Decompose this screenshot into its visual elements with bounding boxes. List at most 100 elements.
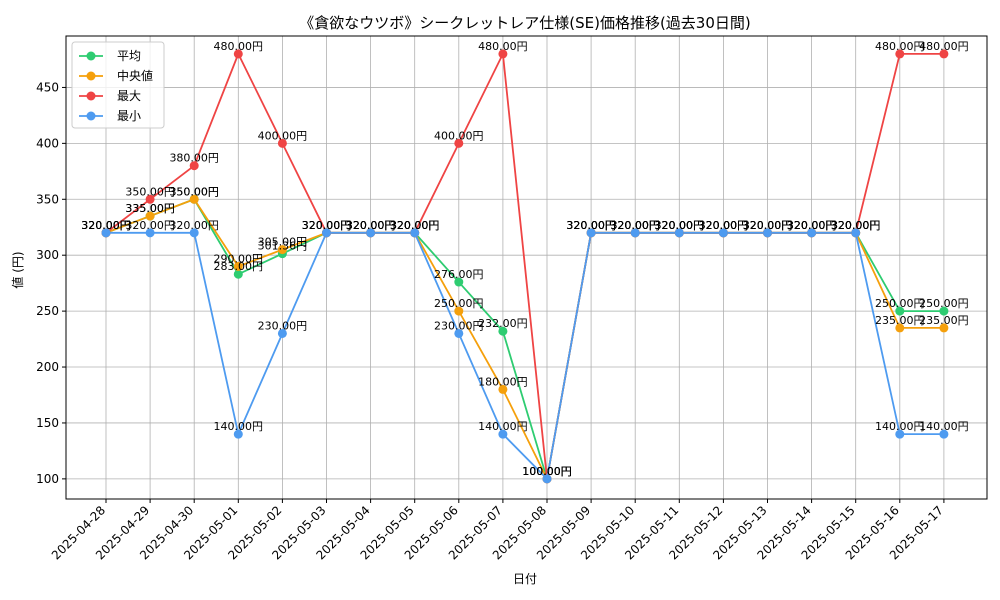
y-axis-ticks: 100 150 200 250 300 350 400 450 (36, 80, 66, 486)
data-label: 320.00円 (302, 219, 352, 232)
data-label: 320.00円 (346, 219, 396, 232)
data-label: 100.00円 (522, 465, 572, 478)
data-point (277, 138, 287, 148)
data-labels: 320.00円 335.00円 350.00円 283.00円 301.36円 320.0… (81, 40, 968, 478)
data-point (454, 328, 464, 338)
data-point (763, 228, 772, 238)
data-label: 320.00円 (831, 219, 881, 232)
data-label: 320.00円 (566, 219, 616, 232)
data-label: 320.00円 (831, 219, 881, 232)
data-label: 320.00円 (699, 219, 749, 232)
data-label: 320.00円 (81, 219, 131, 232)
data-label: 320.00円 (302, 219, 352, 232)
chart-title: 《貪欲なウツボ》シークレットレア仕様(SE)価格推移(過去30日間) (299, 14, 751, 32)
legend-label: 平均 (117, 49, 141, 63)
y-axis-label: 値 (円) (10, 251, 25, 288)
data-label: 320.00円 (390, 219, 440, 232)
y-tick-label: 450 (36, 80, 59, 94)
data-point (498, 49, 508, 59)
data-label: 320.00円 (699, 219, 749, 232)
series-lines (105, 50, 944, 482)
data-label: 250.00円 (434, 297, 484, 310)
data-label: 305.00円 (258, 236, 308, 249)
data-point (939, 49, 949, 59)
legend-label: 中央値 (117, 68, 153, 83)
data-label: 480.00円 (919, 40, 969, 53)
data-label: 380.00円 (169, 152, 219, 165)
data-point (189, 161, 199, 171)
data-label: 140.00円 (478, 420, 528, 433)
data-label: 320.00円 (302, 219, 352, 232)
y-tick-label: 250 (36, 304, 59, 318)
data-point (851, 228, 861, 238)
data-label: 320.00円 (787, 219, 837, 232)
data-label: 480.00円 (875, 40, 925, 53)
data-label: 230.00円 (434, 319, 484, 332)
y-tick-label: 300 (36, 248, 59, 262)
y-tick-label: 200 (36, 360, 59, 374)
data-label: 320.00円 (699, 219, 749, 232)
data-point (895, 323, 905, 333)
data-label: 350.00円 (169, 185, 219, 198)
series-line (105, 198, 944, 482)
data-point (498, 429, 508, 439)
data-label: 350.00円 (125, 185, 175, 198)
legend-swatch-marker (86, 111, 96, 121)
data-point (145, 228, 155, 238)
data-label: 320.00円 (610, 219, 660, 232)
data-label: 320.00円 (743, 219, 793, 232)
data-point (322, 228, 331, 238)
data-label: 100.00円 (522, 465, 572, 478)
data-label: 320.00円 (169, 219, 219, 232)
data-label: 320.00円 (390, 219, 440, 232)
data-label: 320.00円 (390, 219, 440, 232)
legend-label: 最大 (117, 89, 141, 103)
data-label: 320.00円 (743, 219, 793, 232)
data-point (630, 228, 640, 238)
data-label: 320.00円 (787, 219, 837, 232)
data-label: 400.00円 (258, 129, 308, 142)
data-label: 230.00円 (258, 319, 308, 332)
data-label: 320.00円 (655, 219, 705, 232)
data-label: 232.00円 (478, 317, 528, 330)
data-label: 320.00円 (81, 219, 131, 232)
data-point (145, 211, 155, 221)
data-point (498, 384, 508, 394)
data-label: 320.00円 (346, 219, 396, 232)
data-point (586, 228, 596, 238)
data-label: 320.00円 (743, 219, 793, 232)
data-label: 320.00円 (566, 219, 616, 232)
data-point (454, 277, 464, 287)
data-point (939, 429, 949, 439)
data-point (895, 49, 905, 59)
data-label: 320.00円 (831, 219, 881, 232)
data-point (807, 228, 817, 238)
data-label: 100.00円 (522, 465, 572, 478)
data-label: 320.00円 (346, 219, 396, 232)
data-point (895, 429, 905, 439)
data-label: 320.00円 (566, 219, 616, 232)
series-points (101, 49, 949, 484)
legend-label: 最小 (117, 109, 141, 123)
data-point (233, 261, 243, 271)
data-label: 301.36円 (258, 240, 308, 253)
series-line (105, 198, 944, 480)
data-label: 235.00円 (875, 314, 925, 327)
data-point (939, 306, 949, 316)
data-point (939, 323, 949, 333)
data-label: 320.00円 (610, 219, 660, 232)
data-point (454, 306, 464, 316)
data-point (454, 138, 464, 148)
grid (66, 36, 987, 499)
data-label: 320.00円 (346, 219, 396, 232)
series-line (106, 231, 944, 481)
data-label: 320.00円 (655, 219, 705, 232)
data-label: 350.00円 (169, 185, 219, 198)
data-point (233, 49, 243, 59)
x-axis-label: 日付 (513, 572, 537, 586)
data-label: 335.00円 (125, 202, 175, 215)
legend-swatch-marker (86, 51, 96, 61)
legend-swatch-marker (86, 71, 96, 81)
y-tick-label: 400 (36, 136, 59, 150)
